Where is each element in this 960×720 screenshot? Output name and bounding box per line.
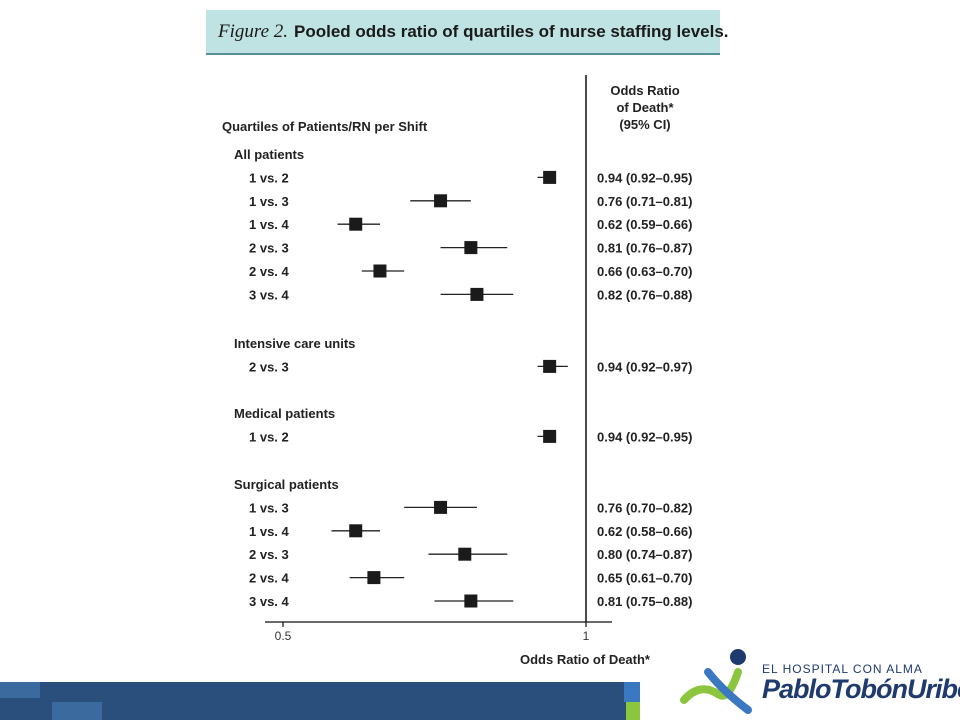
odds-ratio-value: 0.81 (0.75–0.88)	[597, 594, 692, 609]
figure-title-banner: Figure 2. Pooled odds ratio of quartiles …	[206, 10, 729, 55]
row-label: 1 vs. 3	[249, 500, 289, 515]
x-tick-label: 0.5	[275, 629, 292, 643]
x-axis-label: Odds Ratio of Death*	[520, 652, 651, 667]
odds-ratio-marker	[434, 194, 448, 208]
odds-ratio-header: Odds Ratio of Death* (95% CI)	[600, 82, 690, 133]
odds-ratio-value: 0.82 (0.76–0.88)	[597, 287, 692, 302]
row-label: 2 vs. 3	[249, 241, 289, 256]
hospital-logo: EL HOSPITAL CON ALMA PabloTobónUribe	[678, 642, 960, 716]
odds-ratio-marker	[470, 287, 484, 301]
row-label: 1 vs. 4	[249, 217, 290, 232]
odds-ratio-value: 0.66 (0.63–0.70)	[597, 264, 692, 279]
row-label: 1 vs. 2	[249, 429, 289, 444]
odds-ratio-header-line-2: of Death*	[616, 100, 674, 115]
odds-ratio-value: 0.80 (0.74–0.87)	[597, 547, 692, 562]
odds-ratio-header-line-3: (95% CI)	[619, 117, 671, 132]
odds-ratio-marker	[458, 547, 472, 561]
odds-ratio-marker	[349, 524, 363, 538]
logo-name: PabloTobónUribe	[762, 674, 960, 704]
footer-band-block	[624, 682, 640, 702]
row-label: 3 vs. 4	[249, 287, 290, 302]
footer-band	[0, 682, 640, 720]
odds-ratio-value: 0.62 (0.59–0.66)	[597, 217, 692, 232]
logo-figure-icon	[680, 649, 752, 714]
row-label: 1 vs. 4	[249, 524, 290, 539]
odds-ratio-value: 0.94 (0.92–0.97)	[597, 359, 692, 374]
logo-tagline: EL HOSPITAL CON ALMA	[762, 662, 923, 676]
x-tick-label: 1	[583, 629, 590, 643]
footer-accent-green	[626, 702, 640, 720]
odds-ratio-value: 0.76 (0.70–0.82)	[597, 500, 692, 515]
figure-title: Figure 2. Pooled odds ratio of quartiles …	[218, 21, 729, 43]
group-label: All patients	[234, 147, 304, 162]
footer-band-block	[0, 682, 40, 698]
row-label: 2 vs. 4	[249, 571, 290, 586]
odds-ratio-marker	[543, 170, 557, 184]
row-label: 2 vs. 4	[249, 264, 290, 279]
figure-title-text: Pooled odds ratio of quartiles of nurse …	[294, 22, 729, 41]
odds-ratio-value: 0.76 (0.71–0.81)	[597, 194, 692, 209]
odds-ratio-marker	[349, 217, 363, 231]
group-label: Intensive care units	[234, 336, 355, 351]
odds-ratio-value: 0.81 (0.76–0.87)	[597, 241, 692, 256]
row-label: 1 vs. 3	[249, 194, 289, 209]
footer-band-block	[52, 702, 102, 720]
odds-ratio-marker	[464, 594, 478, 608]
odds-ratio-marker	[543, 429, 557, 443]
odds-ratio-value: 0.94 (0.92–0.95)	[597, 170, 692, 185]
odds-ratio-marker	[367, 571, 381, 585]
row-label: 2 vs. 3	[249, 359, 289, 374]
odds-ratio-marker	[434, 500, 448, 514]
row-label: 1 vs. 2	[249, 170, 289, 185]
odds-ratio-marker	[543, 359, 557, 373]
odds-ratio-header-line-1: Odds Ratio	[610, 83, 680, 98]
odds-ratio-value: 0.94 (0.92–0.95)	[597, 429, 692, 444]
row-label: 3 vs. 4	[249, 594, 290, 609]
row-label-header: Quartiles of Patients/RN per Shift	[222, 119, 428, 134]
odds-ratio-value: 0.62 (0.58–0.66)	[597, 524, 692, 539]
figure-label: Figure 2.	[218, 21, 289, 42]
odds-ratio-marker	[373, 264, 387, 278]
forest-plot: 0.5 1 Odds Ratio of Death* All patients 1 vs…	[234, 75, 692, 667]
group-label: Surgical patients	[234, 477, 339, 492]
odds-ratio-value: 0.65 (0.61–0.70)	[597, 571, 692, 586]
row-label: 2 vs. 3	[249, 547, 289, 562]
odds-ratio-marker	[464, 241, 478, 255]
group-label: Medical patients	[234, 406, 335, 421]
